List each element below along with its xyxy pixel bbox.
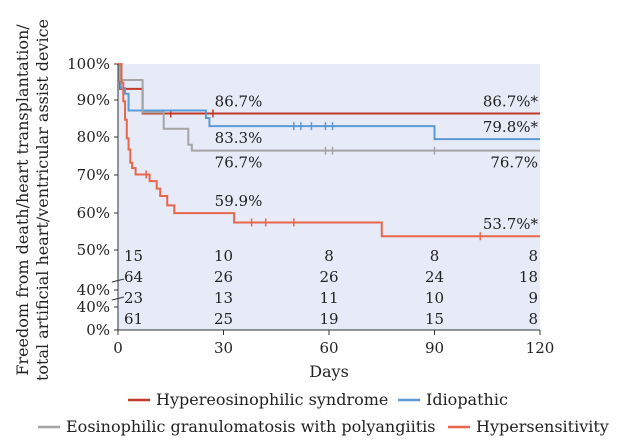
y-tick-label: 0% [86, 321, 110, 339]
y-tick-label: 40% [77, 281, 110, 299]
data-label: 86.7%* [483, 92, 539, 110]
x-tick-label: 90 [425, 339, 444, 357]
at-risk-count: 11 [319, 289, 338, 307]
at-risk-count: 26 [214, 268, 233, 286]
at-risk-count: 19 [319, 310, 338, 328]
series-lines [118, 63, 540, 241]
plot-background [118, 64, 540, 330]
axis-break-mark [111, 296, 125, 301]
y-tick-label: 100% [67, 55, 110, 73]
data-label: 59.9% [215, 192, 263, 210]
at-risk-count: 8 [528, 310, 538, 328]
at-risk-count: 13 [214, 289, 233, 307]
at-risk-count: 64 [124, 268, 143, 286]
y-axis-title-line: Freedom from death/heart transplantation… [13, 24, 32, 376]
y-tick-label: 90% [77, 91, 110, 109]
y-axis-title-line: total artificial heart/ventricular assis… [33, 19, 52, 381]
y-axis-title: Freedom from death/heart transplantation… [13, 19, 52, 381]
axis-break-mark [111, 278, 125, 283]
x-tick-label: 120 [526, 339, 555, 357]
series-line-3 [118, 63, 540, 152]
data-label: 83.3% [215, 129, 263, 147]
at-risk-count: 8 [324, 247, 334, 265]
x-tick-label: 0 [113, 339, 123, 357]
data-label: 76.7% [215, 154, 263, 172]
data-label: 79.8%* [483, 118, 539, 136]
at-risk-count: 8 [430, 247, 440, 265]
at-risk-count: 24 [425, 268, 444, 286]
x-tick-label: 30 [214, 339, 233, 357]
at-risk-count: 61 [124, 310, 143, 328]
legend-label: Hypereosinophilic syndrome [156, 390, 388, 409]
at-risk-table: 15 10 8 8 8 64 26 26 24 18 23 13 11 10 9 61 25 19 15 8 [124, 247, 538, 328]
y-tick-label: 80% [77, 128, 110, 146]
at-risk-count: 26 [319, 268, 338, 286]
at-risk-count: 10 [214, 247, 233, 265]
at-risk-count: 18 [519, 268, 538, 286]
y-tick-label: 40% [77, 298, 110, 316]
series-line-2 [118, 63, 540, 141]
x-axis-title: Days [309, 362, 349, 381]
y-tick-label: 50% [77, 241, 110, 259]
at-risk-count: 25 [214, 310, 233, 328]
at-risk-count: 8 [528, 247, 538, 265]
legend-label: Eosinophilic granulomatosis with polyang… [66, 417, 435, 436]
legend-label: Idiopathic [426, 390, 508, 409]
legend: Hypereosinophilic syndrome Idiopathic Eosi… [38, 390, 609, 436]
y-tick-label: 70% [77, 166, 110, 184]
annotations: 86.7% 86.7%* 83.3% 79.8%* 76.7% 76.7% 59.9% 53.… [215, 92, 539, 233]
at-risk-count: 15 [425, 310, 444, 328]
data-label: 76.7% [490, 154, 538, 172]
axes: 100% 90% 80% 70% 60% 50% 40%40% 0%0 30 60 90 120 [67, 55, 554, 357]
data-label: 53.7%* [483, 215, 539, 233]
data-label: 86.7% [215, 92, 263, 110]
at-risk-count: 9 [528, 289, 538, 307]
legend-label: Hypersensitivity [476, 417, 609, 436]
series-line-4 [118, 63, 540, 238]
y-tick-label: 60% [77, 204, 110, 222]
at-risk-count: 23 [124, 289, 143, 307]
at-risk-count: 10 [425, 289, 444, 307]
x-tick-label: 60 [319, 339, 338, 357]
at-risk-count: 15 [124, 247, 143, 265]
